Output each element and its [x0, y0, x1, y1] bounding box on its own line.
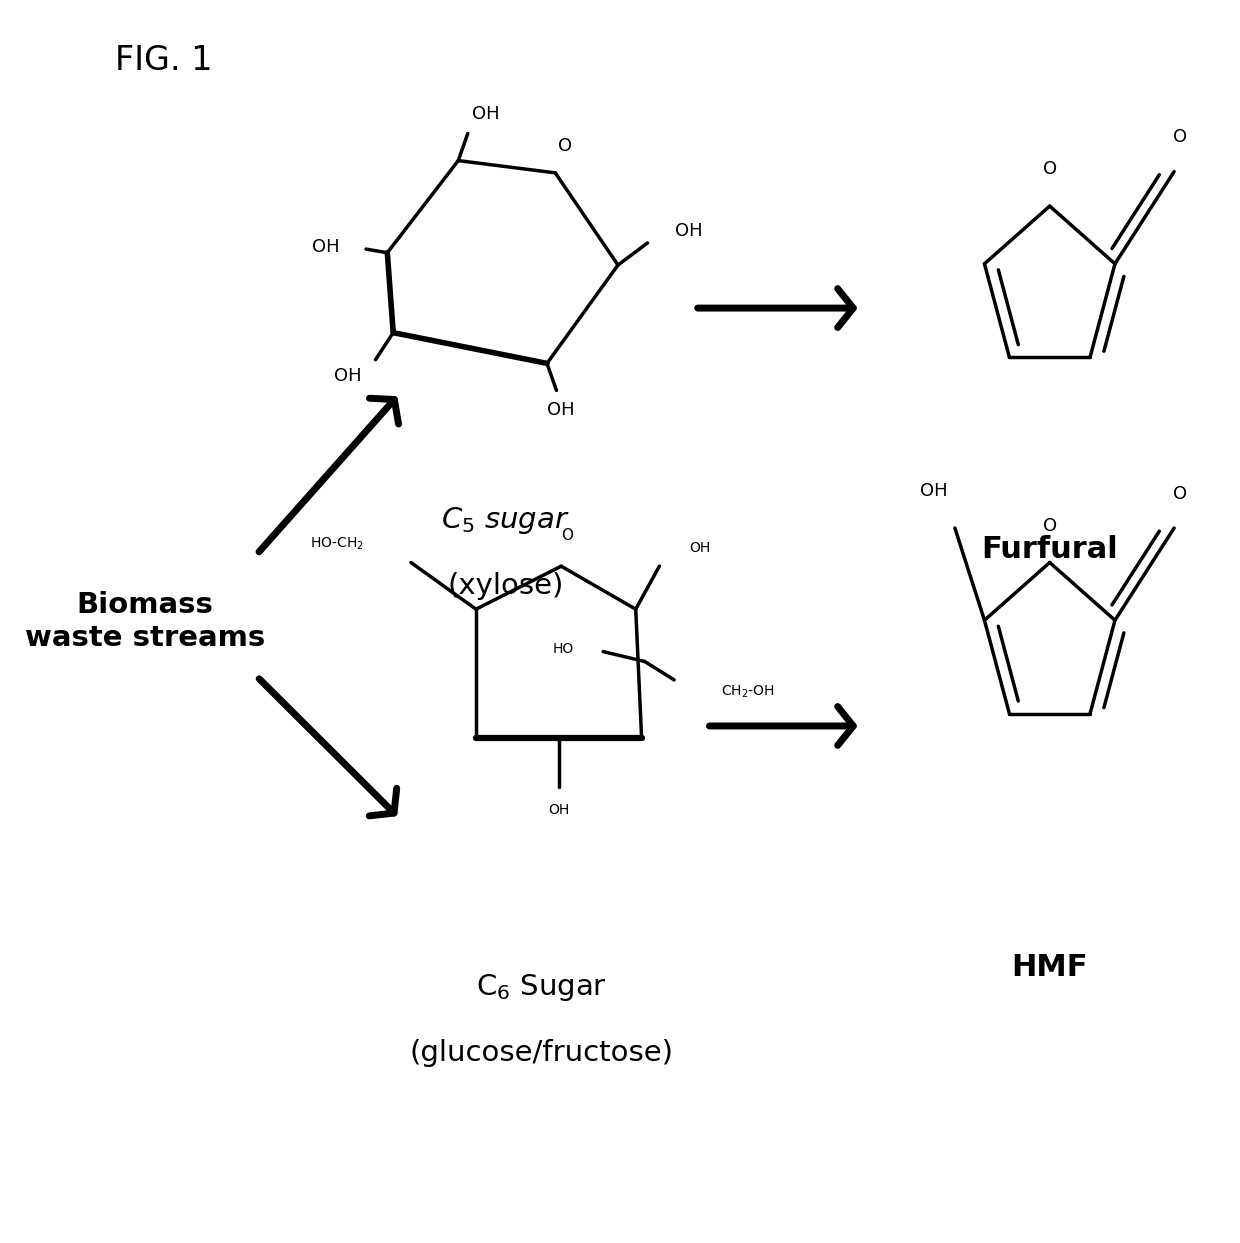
Text: HO: HO [552, 643, 574, 656]
Text: O: O [1173, 128, 1187, 147]
Text: O: O [558, 137, 572, 155]
Text: FIG. 1: FIG. 1 [115, 44, 213, 77]
Text: OH: OH [547, 401, 575, 419]
Text: OH: OH [548, 803, 569, 817]
Text: OH: OH [312, 237, 340, 256]
Text: OH: OH [675, 221, 702, 240]
Text: (glucose/fructose): (glucose/fructose) [409, 1039, 673, 1068]
Text: OH: OH [472, 104, 500, 123]
Text: C$_6$ Sugar: C$_6$ Sugar [476, 972, 606, 1003]
Text: O: O [1043, 517, 1056, 534]
Text: $\mathit{C}_{\mathit{5}}$ sugar: $\mathit{C}_{\mathit{5}}$ sugar [441, 505, 570, 536]
Text: O: O [1173, 485, 1187, 502]
Text: CH$_2$-OH: CH$_2$-OH [722, 684, 775, 700]
Text: O: O [562, 528, 573, 543]
Text: OH: OH [689, 541, 711, 554]
Text: (xylose): (xylose) [448, 572, 564, 600]
Text: HO-CH$_2$: HO-CH$_2$ [310, 536, 363, 552]
Text: Furfural: Furfural [981, 536, 1118, 564]
Text: Biomass
waste streams: Biomass waste streams [25, 592, 265, 651]
Text: O: O [1043, 160, 1056, 178]
Text: OH: OH [920, 482, 947, 500]
Text: HMF: HMF [1012, 953, 1087, 982]
Text: OH: OH [335, 367, 362, 384]
